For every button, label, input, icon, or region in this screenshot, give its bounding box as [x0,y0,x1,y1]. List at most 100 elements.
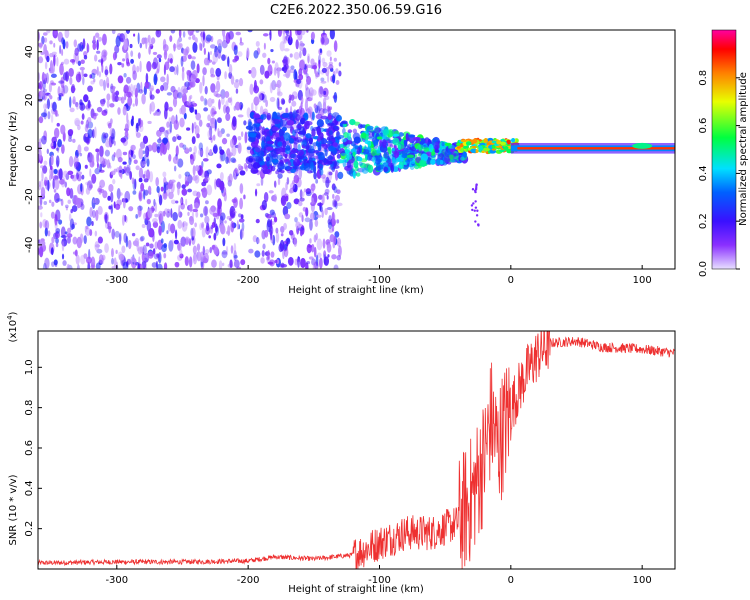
spectrogram-cell [213,144,218,154]
spectrogram-cell [53,188,57,193]
spectrogram-cell [460,147,464,153]
spectrogram-cell [138,167,144,180]
spectrogram-cell [290,65,295,70]
snr-x-label: Height of straight line (km) [288,584,424,595]
spectrogram-cell [227,56,230,68]
spectrogram-cell [213,217,217,228]
spectrogram-cell [54,192,60,203]
spectrogram-cell [331,254,337,260]
spectrogram-cell [198,142,204,152]
spectrogram-cell [317,54,322,65]
spectrogram-cell [329,106,333,111]
spectrogram-cell [211,106,217,113]
spectrogram-cell [82,38,86,49]
spectrogram-cell [76,197,81,205]
spectrogram-cell [123,72,127,78]
spectrogram-cell [304,217,311,223]
spectrogram-cell [267,249,270,260]
spectrogram-cell [322,238,326,249]
spectrogram-cell [150,94,155,100]
spectrogram-cell [391,147,395,152]
spectrogram-cell [102,33,107,46]
spectrogram-cell [39,240,46,247]
spectrogram-cell [215,223,218,234]
spectrogram-cell [166,92,173,96]
spectrogram-cell [69,218,75,231]
spectrogram-cell [300,117,306,125]
spectrogram-cell [170,30,176,34]
spectrogram-cell [129,170,133,180]
spectrogram-cell [322,30,325,35]
spectrogram-cell [191,122,194,134]
spectrogram-cell [317,202,323,207]
spectrogram-cell [158,136,161,141]
spectrogram-cell [86,139,90,144]
spectrogram-cell [131,232,136,237]
snr-x-ticks: -300 -200 -100 0 100 [105,565,652,586]
spectrogram-cell [196,191,201,199]
spectrogram-cell [83,146,89,152]
spectrogram-cell [60,226,66,238]
spectrogram-cell [173,239,179,245]
spectrogram-cell [168,191,174,200]
spectrogram-cell [153,198,156,207]
spectrogram-cell [187,54,192,60]
spectrogram-cell [298,167,303,180]
spectrogram-cell [422,147,430,152]
spectrogram-cell [164,61,170,71]
spectrogram-cell [72,236,78,245]
spectrogram-cell [39,221,43,229]
spectrogram-cell [264,229,269,238]
spectrogram-cell [272,149,277,158]
spectrogram-cell [146,60,152,72]
spectrogram-cell [320,77,325,82]
spectrogram-cell [90,72,96,80]
spectrogram-cell [188,256,193,268]
spectrogram-cell [76,174,82,182]
snr-y-tick-label: 0.8 [24,400,35,416]
spectrogram-cell [65,173,70,181]
spectrogram-cell [327,221,333,229]
spectrogram-cell [189,107,195,113]
spectrogram-cell [286,120,295,126]
spectrogram-frame [37,29,676,270]
spectrogram-cell [449,154,454,160]
spectrogram-cell [306,75,312,85]
spectrogram-cell [403,139,408,147]
spectrogram-cell [112,51,117,61]
spectrogram-cell [95,148,100,153]
spectrogram-cell [73,161,80,170]
spectrogram-cell [87,128,94,139]
spectrogram-cell [97,205,103,215]
spectrogram-cell [632,142,653,149]
spectrogram-cell [302,135,307,139]
spectrogram-cell [92,112,99,117]
spectrogram-cell [333,264,339,269]
spectrogram-cell [279,41,285,52]
spectrogram-cell [313,103,317,109]
spectrogram-cell [304,99,309,112]
spectrogram-cell [175,145,179,157]
spectrogram-cell [277,30,282,37]
spectrogram-cell [179,253,184,259]
spectrogram-cell [151,142,158,153]
spectrogram-cell [313,171,317,180]
spectrogram-cell [192,208,199,213]
spectrogram-cell [301,214,304,223]
spectrogram-cell [341,138,347,143]
spectrogram-cell [320,115,328,120]
spectrogram-cell [227,175,231,183]
spectrogram-cell [87,44,90,53]
spectrogram-cell [65,206,68,211]
spectrogram-cell [49,165,53,171]
spectrogram-cell [194,109,198,115]
spectrogram-cell [109,127,116,138]
spectrogram-cell [77,124,81,131]
spectrogram-cell [39,246,44,258]
spectrogram-cell [318,59,321,69]
spectrogram-cell [132,103,135,107]
spectrogram-cell [293,51,300,60]
spectrogram-cell [135,122,139,133]
spectrogram-cell [87,85,93,93]
spectrogram-cell [50,82,57,86]
